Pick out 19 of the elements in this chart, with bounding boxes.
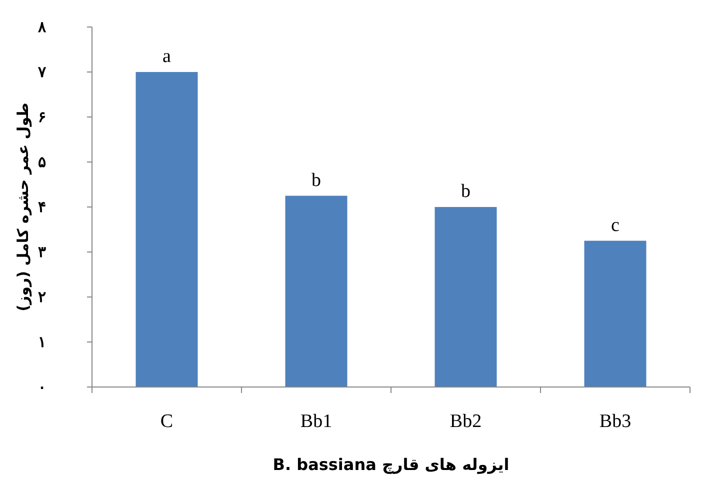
x-tick-label: Bb3 bbox=[599, 411, 632, 432]
x-tick-label: Bb1 bbox=[300, 411, 332, 432]
y-tick-label: ۴ bbox=[38, 200, 46, 216]
y-tick-label: ۶ bbox=[38, 110, 46, 126]
y-tick-label: ۸ bbox=[37, 20, 47, 36]
x-tick-label: Bb2 bbox=[450, 411, 482, 432]
y-tick-label: ۲ bbox=[38, 290, 46, 306]
y-tick-label: ۷ bbox=[37, 65, 47, 81]
y-tick-label: ۳ bbox=[38, 245, 46, 261]
y-tick-label: ۰ bbox=[38, 380, 46, 396]
annotation: c bbox=[611, 214, 620, 236]
x-tick-label: C bbox=[160, 411, 174, 432]
annotation: b bbox=[461, 181, 470, 202]
y-axis-title: طول عمر حشره کامل (روز) bbox=[14, 102, 32, 312]
y-tick-label: ۵ bbox=[38, 155, 46, 171]
annotation: a bbox=[162, 46, 172, 67]
y-tick-label: ۱ bbox=[38, 335, 46, 351]
x-axis-title: ایزوله های قارچ B. bassiana bbox=[272, 455, 510, 474]
annotation: b bbox=[312, 170, 321, 191]
